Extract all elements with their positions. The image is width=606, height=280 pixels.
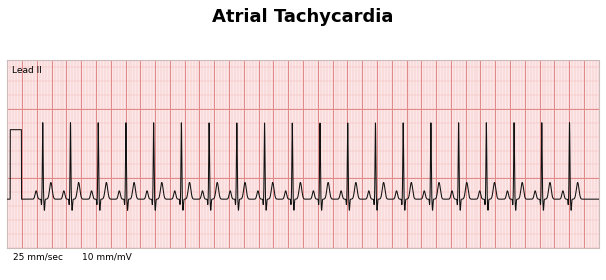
Text: 10 mm/mV: 10 mm/mV: [82, 252, 132, 261]
Text: 25 mm/sec: 25 mm/sec: [13, 252, 64, 261]
Text: Atrial Tachycardia: Atrial Tachycardia: [212, 8, 394, 26]
Text: Lead II: Lead II: [12, 66, 42, 75]
